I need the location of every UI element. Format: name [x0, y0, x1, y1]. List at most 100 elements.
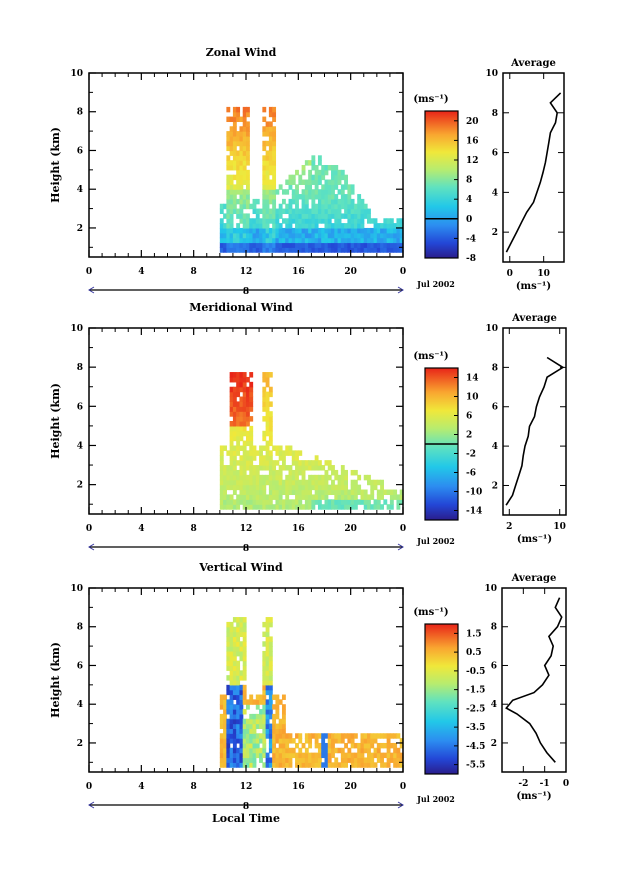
- heatmap-cell: [262, 494, 267, 500]
- heatmap-cell: [399, 738, 404, 744]
- heatmap-cell: [288, 504, 293, 510]
- heatmap-cell: [288, 445, 293, 451]
- heatmap-cell: [314, 752, 319, 759]
- heatmap-cell: [321, 479, 326, 486]
- heatmap-cell: [389, 733, 394, 739]
- heatmap-cell: [295, 757, 299, 763]
- heatmap-cell: [246, 416, 250, 422]
- heatmap-cell: [252, 762, 257, 768]
- heatmap-cell: [268, 145, 273, 152]
- heatmap-cell: [259, 247, 263, 253]
- heatmap-cell: [301, 247, 306, 253]
- heatmap-cell: [314, 184, 319, 190]
- heatmap-cell: [347, 213, 352, 219]
- heatmap-cell: [380, 232, 384, 239]
- heatmap-cell: [314, 460, 319, 466]
- heatmap-cell: [317, 733, 322, 739]
- heatmap-cell: [347, 194, 352, 200]
- heatmap-cell: [252, 237, 257, 244]
- heatmap-cell: [268, 660, 273, 667]
- heatmap-cell: [229, 504, 234, 510]
- heatmap-cell: [298, 208, 303, 215]
- heatmap-cell: [223, 489, 227, 496]
- heatmap-cell: [252, 474, 257, 481]
- heatmap-cell: [262, 189, 267, 195]
- heatmap-cell: [373, 733, 378, 739]
- heatmap-cell: [311, 198, 316, 205]
- heatmap-cell: [327, 165, 332, 171]
- colorbar-tick-label: 2: [466, 431, 472, 441]
- heatmap-cell: [246, 135, 250, 142]
- heatmap-cell: [380, 227, 384, 234]
- heatmap-cell: [301, 494, 306, 500]
- heatmap-cell: [246, 474, 250, 481]
- heatmap-cell: [246, 406, 250, 412]
- heatmap-cell: [262, 445, 267, 451]
- heatmap-cell: [226, 155, 231, 161]
- heatmap-cell: [219, 474, 224, 481]
- heatmap-cell: [357, 499, 362, 505]
- heatmap-cell: [331, 499, 335, 505]
- heatmap-cell: [373, 499, 378, 505]
- heatmap-cell: [376, 247, 381, 253]
- x-tick-label: 8: [191, 524, 197, 534]
- heatmap-cell: [314, 194, 319, 200]
- heatmap-cell: [337, 227, 342, 234]
- heatmap-cell: [255, 723, 260, 730]
- heatmap-cell: [242, 198, 247, 205]
- heatmap-cell: [226, 484, 231, 491]
- heatmap-cell: [262, 169, 267, 176]
- heatmap-cell: [268, 194, 273, 200]
- heatmap-cell: [229, 650, 234, 657]
- heatmap-cell: [347, 752, 352, 759]
- heatmap-cell: [259, 733, 263, 739]
- heatmap-cell: [281, 208, 286, 215]
- heatmap-cell: [262, 465, 267, 471]
- heatmap-cell: [367, 757, 371, 763]
- heatmap-cell: [219, 247, 224, 253]
- heatmap-cell: [298, 752, 303, 759]
- heatmap-cell: [232, 460, 237, 466]
- heatmap-cell: [252, 450, 257, 456]
- heatmap-cell: [344, 242, 348, 248]
- heatmap-cell: [232, 738, 237, 744]
- heatmap-cell: [357, 237, 362, 244]
- heatmap-cell: [321, 752, 326, 759]
- heatmap-cell: [278, 747, 283, 754]
- heatmap-cell: [337, 494, 342, 500]
- heatmap-cell: [281, 738, 286, 744]
- heatmap-cell: [268, 179, 273, 185]
- heatmap-cell: [278, 227, 283, 234]
- heatmap-cell: [229, 218, 234, 224]
- heatmap-cell: [285, 232, 290, 239]
- heatmap-cell: [242, 646, 247, 652]
- heatmap-cell: [317, 189, 322, 195]
- heatmap-cell: [236, 131, 241, 137]
- heatmap-cell: [340, 213, 345, 219]
- heatmap-cell: [236, 469, 241, 476]
- heatmap-cell: [223, 469, 227, 476]
- heatmap-cell: [317, 155, 322, 161]
- heatmap-cell: [255, 208, 260, 215]
- heatmap-cell: [389, 499, 394, 505]
- heatmap-cell: [278, 208, 283, 215]
- heatmap-cell: [229, 232, 234, 239]
- heatmap-cell: [304, 223, 309, 229]
- heatmap-cell: [327, 203, 332, 210]
- heatmap-cell: [236, 757, 241, 763]
- heatmap-cell: [236, 762, 241, 768]
- heatmap-cell: [291, 198, 296, 205]
- heatmap-cell: [399, 762, 404, 768]
- heatmap-cell: [226, 160, 231, 166]
- heatmap-cell: [268, 111, 273, 118]
- heatmap-cell: [331, 504, 335, 510]
- heatmap-cell: [262, 126, 267, 132]
- heatmap-cell: [223, 237, 227, 244]
- heatmap-cell: [393, 489, 398, 496]
- heatmap-cell: [242, 484, 247, 491]
- heatmap-cell: [246, 140, 250, 147]
- heatmap-cell: [281, 242, 286, 248]
- heatmap-cell: [272, 469, 277, 476]
- heatmap-cell: [344, 479, 348, 486]
- heatmap-cell: [344, 484, 348, 491]
